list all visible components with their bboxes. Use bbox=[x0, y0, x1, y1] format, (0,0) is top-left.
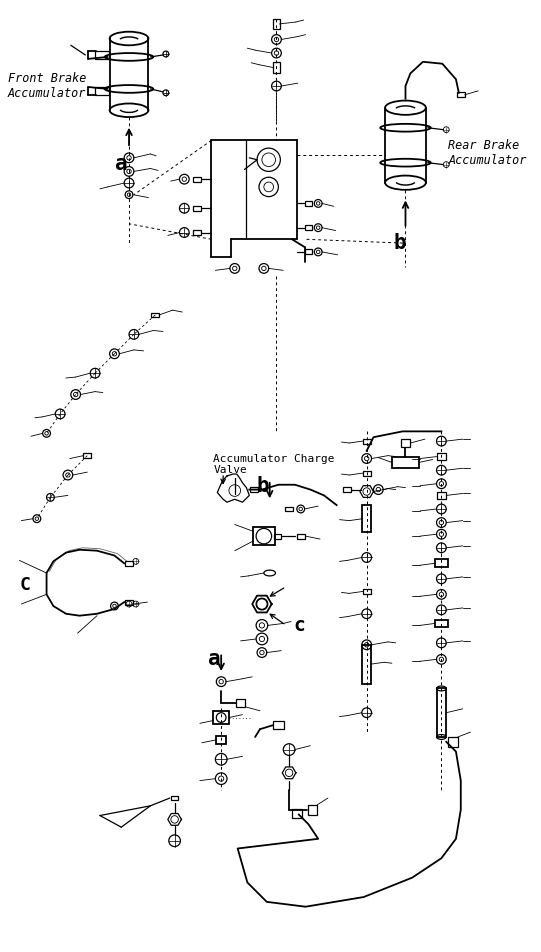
Bar bbox=[307, 804, 317, 815]
Bar bbox=[216, 736, 226, 744]
Bar bbox=[305, 226, 312, 230]
Bar bbox=[274, 534, 281, 539]
Bar bbox=[250, 487, 258, 492]
Text: c: c bbox=[293, 616, 305, 635]
Text: a: a bbox=[208, 648, 220, 668]
Bar bbox=[448, 737, 458, 746]
Bar bbox=[273, 722, 284, 729]
Bar bbox=[457, 92, 465, 97]
Bar bbox=[305, 201, 312, 206]
Text: b: b bbox=[394, 232, 406, 252]
Bar bbox=[83, 453, 91, 458]
Bar bbox=[213, 711, 229, 724]
Bar bbox=[362, 645, 371, 684]
Bar bbox=[363, 439, 371, 444]
Bar bbox=[273, 62, 280, 73]
Bar bbox=[363, 589, 371, 594]
Bar bbox=[95, 51, 109, 59]
Bar bbox=[305, 249, 312, 254]
Bar bbox=[253, 527, 274, 545]
Bar bbox=[363, 470, 371, 475]
Text: Front Brake
Accumulator: Front Brake Accumulator bbox=[8, 72, 86, 100]
Bar bbox=[95, 87, 109, 95]
Bar bbox=[297, 534, 305, 539]
Bar bbox=[285, 506, 293, 511]
Bar bbox=[392, 457, 419, 468]
Bar bbox=[151, 312, 159, 317]
Text: C: C bbox=[19, 576, 30, 594]
Bar bbox=[171, 796, 179, 801]
Bar bbox=[434, 620, 448, 627]
Bar bbox=[344, 487, 351, 492]
Bar bbox=[292, 809, 302, 819]
Bar bbox=[434, 560, 448, 567]
Text: Rear Brake
Accumulator: Rear Brake Accumulator bbox=[448, 139, 526, 167]
Text: Valve: Valve bbox=[213, 466, 247, 475]
Text: Accumulator Charge: Accumulator Charge bbox=[213, 454, 335, 465]
Bar bbox=[437, 688, 446, 737]
Bar bbox=[437, 491, 446, 499]
Bar bbox=[273, 19, 280, 29]
Text: a: a bbox=[115, 154, 128, 174]
Bar bbox=[362, 506, 371, 532]
Bar bbox=[193, 206, 201, 210]
Text: b: b bbox=[256, 476, 269, 496]
Bar bbox=[125, 561, 133, 565]
Bar bbox=[437, 453, 446, 461]
Bar bbox=[193, 230, 201, 235]
Bar bbox=[401, 439, 410, 446]
Bar bbox=[193, 177, 201, 182]
Bar bbox=[236, 699, 246, 707]
Bar bbox=[125, 600, 133, 605]
